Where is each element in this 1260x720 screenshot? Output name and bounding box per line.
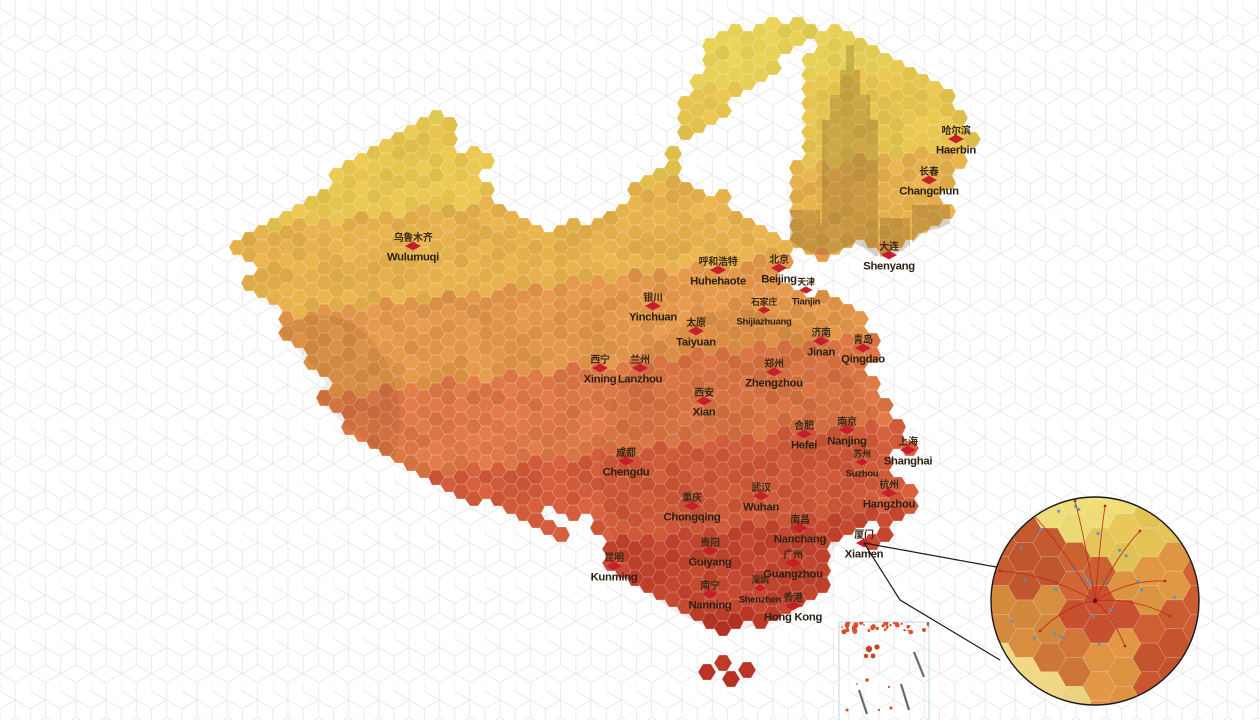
- svg-text:Xining: Xining: [584, 374, 617, 386]
- svg-text:Guiyang: Guiyang: [688, 557, 731, 569]
- svg-text:Shanghai: Shanghai: [884, 456, 933, 468]
- svg-text:天津: 天津: [797, 275, 815, 288]
- svg-text:Guangzhou: Guangzhou: [763, 569, 823, 581]
- svg-text:Hangzhou: Hangzhou: [863, 499, 916, 511]
- svg-text:Shenzhen: Shenzhen: [739, 595, 782, 606]
- svg-text:Changchun: Changchun: [899, 186, 959, 198]
- svg-text:Xiamen: Xiamen: [845, 549, 884, 561]
- svg-text:Huhehaote: Huhehaote: [690, 276, 746, 288]
- svg-text:石家庄: 石家庄: [751, 295, 777, 308]
- svg-text:Yinchuan: Yinchuan: [629, 312, 677, 324]
- svg-text:Hefei: Hefei: [791, 440, 817, 452]
- svg-text:Beijing: Beijing: [761, 274, 797, 286]
- svg-text:深圳: 深圳: [751, 573, 769, 586]
- svg-text:Taiyuan: Taiyuan: [676, 337, 716, 349]
- svg-text:Chongqing: Chongqing: [664, 512, 721, 524]
- svg-text:Jinan: Jinan: [807, 347, 835, 359]
- svg-text:Shenyang: Shenyang: [863, 261, 915, 273]
- svg-text:Wuhan: Wuhan: [743, 502, 779, 514]
- svg-text:Shijiazhuang: Shijiazhuang: [737, 317, 792, 328]
- svg-text:Chengdu: Chengdu: [603, 467, 650, 479]
- svg-text:Lanzhou: Lanzhou: [618, 374, 663, 386]
- svg-text:Tianjin: Tianjin: [792, 297, 821, 308]
- svg-text:Nanjing: Nanjing: [827, 436, 867, 448]
- svg-text:Suzhou: Suzhou: [846, 469, 879, 480]
- svg-text:Nanchang: Nanchang: [774, 534, 827, 546]
- svg-text:Qingdao: Qingdao: [841, 354, 885, 366]
- svg-text:Zhengzhou: Zhengzhou: [745, 378, 803, 390]
- svg-text:苏州: 苏州: [853, 447, 871, 460]
- svg-text:Haerbin: Haerbin: [936, 145, 976, 157]
- svg-text:Xian: Xian: [693, 407, 716, 419]
- svg-text:Hong Kong: Hong Kong: [764, 612, 823, 624]
- svg-text:Wulumuqi: Wulumuqi: [387, 252, 439, 264]
- svg-text:Kunming: Kunming: [591, 572, 638, 584]
- svg-text:Nanning: Nanning: [688, 600, 731, 612]
